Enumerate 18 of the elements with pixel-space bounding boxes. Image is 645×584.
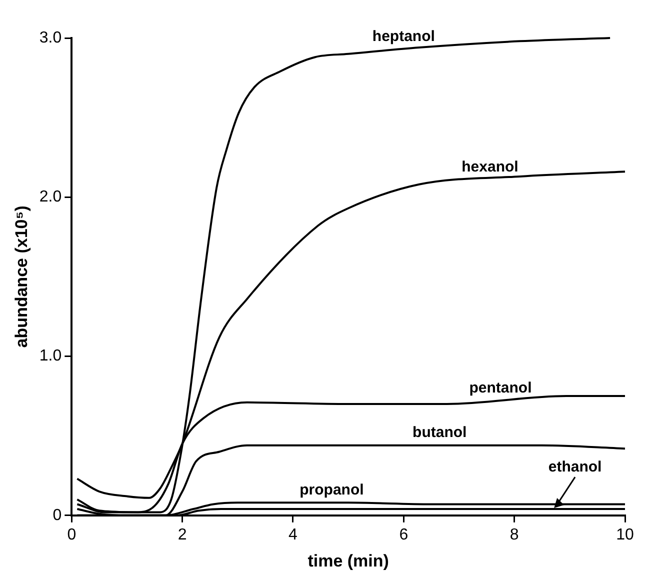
x-tick-label: 2 [178, 526, 187, 544]
y-tick-label: 1.0 [39, 348, 62, 365]
x-axis-title: time (min) [308, 551, 389, 570]
x-tick-label: 6 [399, 526, 408, 544]
annotation: ethanol [548, 458, 602, 476]
y-tick-label: 3.0 [39, 29, 62, 46]
y-tick-label: 2.0 [39, 188, 62, 206]
annotation: heptanol [372, 28, 435, 45]
x-tick-label: 8 [510, 526, 519, 544]
x-tick-label: 10 [616, 526, 634, 544]
annotation: propanol [300, 481, 364, 498]
annotation: hexanol [462, 158, 518, 176]
x-tick-label: 4 [288, 526, 298, 544]
annotation: pentanol [469, 379, 532, 396]
x-tick-label: 0 [67, 526, 76, 544]
y-axis-title: abundance (x10⁵) [12, 206, 31, 348]
y-tick-label: 0 [52, 506, 62, 524]
annotation: butanol [412, 424, 467, 442]
